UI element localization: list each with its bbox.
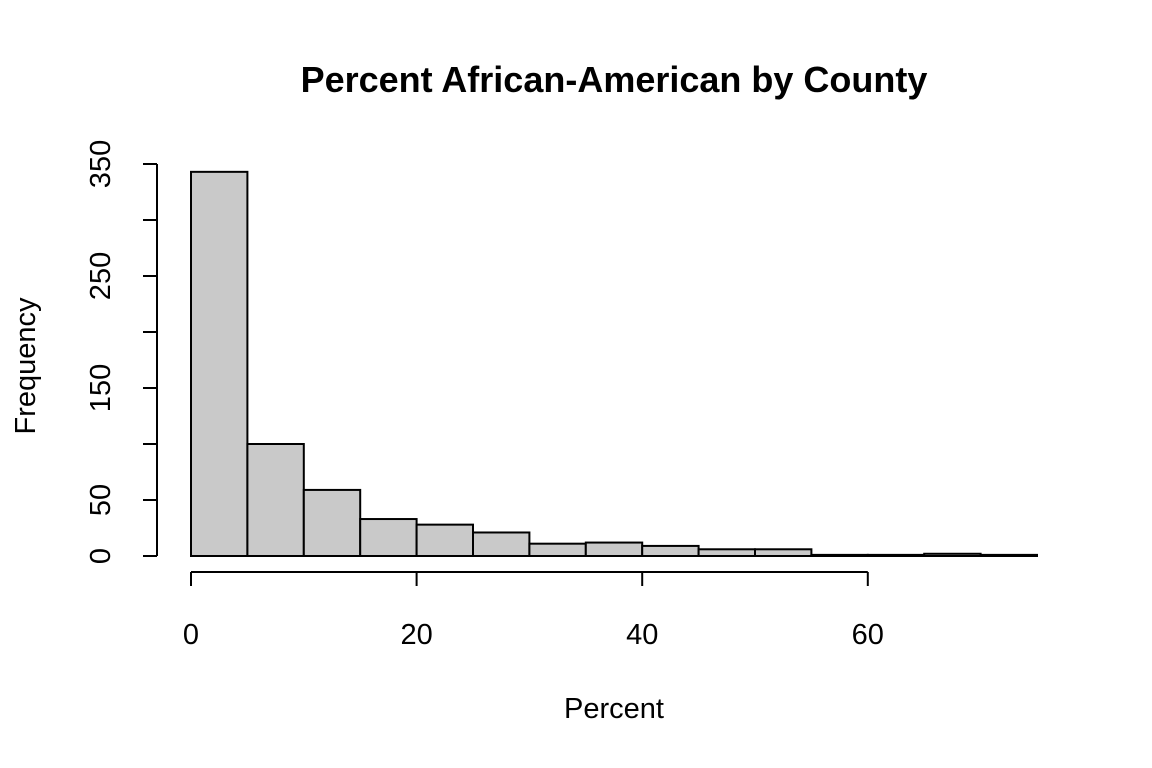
x-tick-label-40: 40 <box>626 619 658 651</box>
y-tick-label-250: 250 <box>85 252 117 300</box>
histogram-bar-40-45 <box>641 544 700 557</box>
histogram-bar-20-25 <box>415 523 475 558</box>
histogram-bar-65-70 <box>923 552 982 558</box>
y-axis-label: Frequency <box>10 297 42 435</box>
chart-title: Percent African-American by County <box>301 59 928 100</box>
x-axis: 0 20 40 60 <box>183 571 884 651</box>
histogram-bar-25-30 <box>472 531 531 557</box>
y-axis: 0 50 150 250 350 <box>85 140 158 564</box>
histogram-bar-55-60 <box>810 553 869 558</box>
histogram-bar-10-15 <box>302 488 362 558</box>
x-tick-label-60: 60 <box>852 619 884 651</box>
histogram-bar-30-35 <box>528 542 587 557</box>
histogram-bar-0-5 <box>190 170 249 557</box>
histogram-bar-70-75 <box>979 553 1038 558</box>
y-tick-label-50: 50 <box>85 484 117 516</box>
histogram-bar-45-50 <box>697 548 756 558</box>
histogram-bar-60-65 <box>866 553 926 558</box>
x-tick-label-20: 20 <box>400 619 432 651</box>
x-tick-label-0: 0 <box>183 619 199 651</box>
histogram-bar-35-40 <box>584 541 644 557</box>
histogram-bar-15-20 <box>359 518 418 557</box>
y-tick-label-0: 0 <box>85 548 117 564</box>
y-tick-label-350: 350 <box>85 140 117 188</box>
bars-group <box>190 170 1038 558</box>
histogram-bar-50-55 <box>754 548 813 558</box>
y-tick-label-150: 150 <box>85 364 117 412</box>
histogram-bar-5-10 <box>246 443 305 557</box>
x-axis-label: Percent <box>564 693 664 725</box>
